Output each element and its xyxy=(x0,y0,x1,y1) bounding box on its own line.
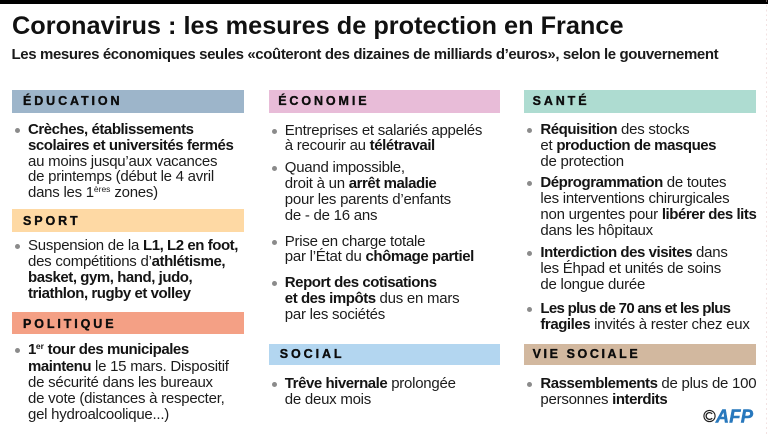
svg-text:AFP: AFP xyxy=(715,405,754,426)
